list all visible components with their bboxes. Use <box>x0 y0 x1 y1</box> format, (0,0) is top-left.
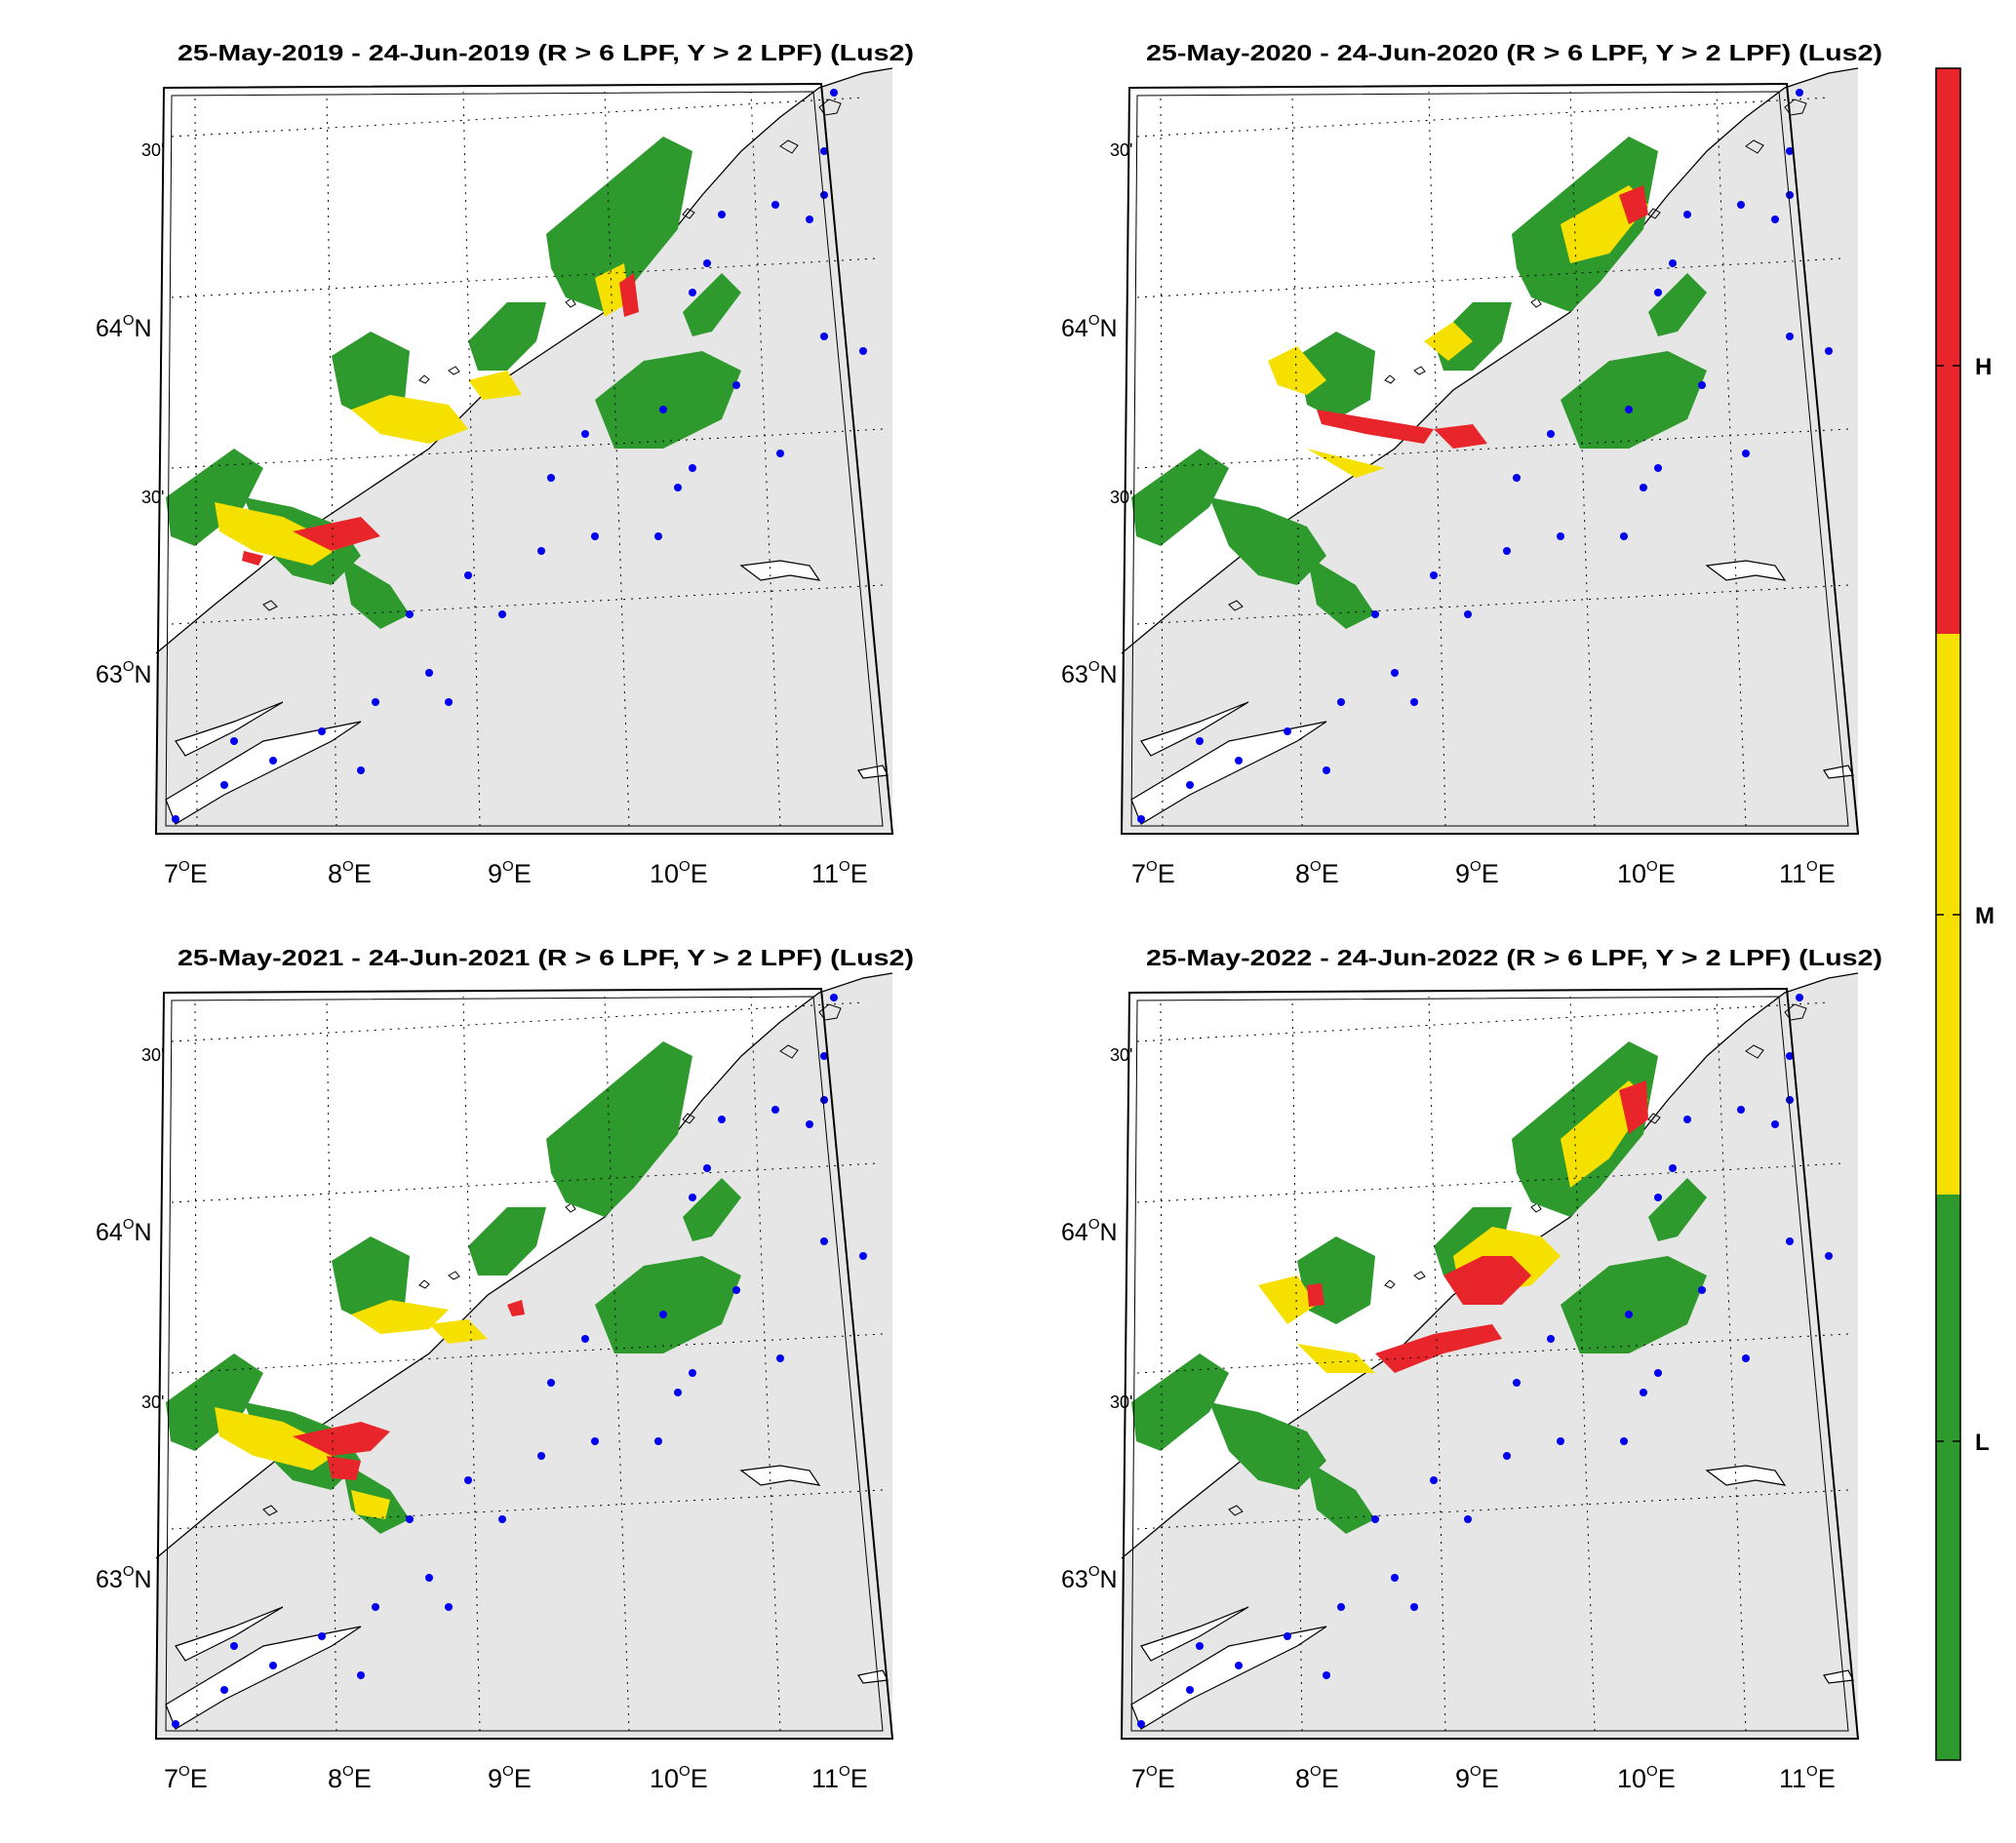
svg-text:64ON: 64ON <box>96 1216 152 1246</box>
svg-text:64ON: 64ON <box>1061 1216 1118 1246</box>
lat-labels-bottom-right: 30' 64ON 30' 63ON <box>1061 1045 1132 1593</box>
map-title-2020: 25-May-2020 - 24-Jun-2020 (R > 6 LPF, Y … <box>1146 40 1882 65</box>
lon-label-10-panel-2: 10OE <box>1617 858 1676 888</box>
lon-label-7-panel-2: 7OE <box>1131 858 1175 888</box>
colorbar-label-low: L <box>1975 1430 1990 1456</box>
map-title-2021: 25-May-2021 - 24-Jun-2021 (R > 6 LPF, Y … <box>178 945 914 970</box>
lon-label-9-panel-3: 9OE <box>488 1763 532 1793</box>
lon-label-10-panel-3: 10OE <box>650 1763 708 1793</box>
lon-label-9-panel-2: 9OE <box>1455 858 1499 888</box>
svg-text:63ON: 63ON <box>96 658 152 688</box>
lon-label-11-panel-1: 11OE <box>811 858 868 888</box>
lon-label-7-panel-4: 7OE <box>1131 1763 1175 1793</box>
colorbar-label-high: H <box>1975 354 1992 380</box>
lon-label-11-panel-2: 11OE <box>1779 858 1836 888</box>
lon-label-9-panel-1: 9OE <box>488 858 532 888</box>
colorbar: H M L <box>1935 67 1995 1761</box>
lon-label-10-panel-4: 10OE <box>1617 1763 1676 1793</box>
svg-text:30': 30' <box>1110 140 1132 160</box>
svg-text:64ON: 64ON <box>96 312 152 342</box>
lon-label-10-panel-1: 10OE <box>650 858 708 888</box>
lon-label-11-panel-3: 11OE <box>811 1763 868 1793</box>
lon-label-7-panel-1: 7OE <box>164 858 208 888</box>
colorbar-label-medium: M <box>1975 903 1995 929</box>
svg-text:63ON: 63ON <box>1061 1563 1118 1593</box>
svg-text:30': 30' <box>141 1392 164 1412</box>
map-panel-2019 <box>155 67 893 835</box>
lon-label-8-panel-3: 8OE <box>328 1763 372 1793</box>
lon-label-9-panel-4: 9OE <box>1455 1763 1499 1793</box>
colorbar-low <box>1936 1195 1960 1760</box>
svg-text:30': 30' <box>141 140 164 160</box>
svg-text:30': 30' <box>1110 1392 1132 1412</box>
map-title-2022: 25-May-2022 - 24-Jun-2022 (R > 6 LPF, Y … <box>1146 945 1882 970</box>
svg-text:30': 30' <box>141 488 164 507</box>
colorbar-high <box>1936 68 1960 634</box>
svg-text:30': 30' <box>1110 1045 1132 1065</box>
svg-text:63ON: 63ON <box>96 1563 152 1593</box>
svg-text:30': 30' <box>141 1045 164 1065</box>
lon-label-8-panel-1: 8OE <box>328 858 372 888</box>
lon-label-11-panel-4: 11OE <box>1779 1763 1836 1793</box>
lat-labels-top-left: 30' 64ON 30' 63ON <box>96 140 164 688</box>
map-title-2019: 25-May-2019 - 24-Jun-2019 (R > 6 LPF, Y … <box>178 40 914 65</box>
lon-labels: 7OE 8OE 9OE 10OE 11OE 7OE 8OE 9OE 10OE 11OE 7OE 8OE… <box>164 858 1836 1793</box>
lat-labels-top-right: 30' 64ON 30' 63ON <box>1061 140 1132 688</box>
lat-labels-bottom-left: 30' 64ON 30' 63ON <box>96 1045 164 1593</box>
svg-text:30': 30' <box>1110 488 1132 507</box>
svg-text:64ON: 64ON <box>1061 312 1118 342</box>
map-panel-2022 <box>1121 972 1859 1740</box>
svg-text:63ON: 63ON <box>1061 658 1118 688</box>
map-panel-2021 <box>155 972 893 1740</box>
lon-label-7-panel-3: 7OE <box>164 1763 208 1793</box>
lon-label-8-panel-4: 8OE <box>1295 1763 1339 1793</box>
lon-label-8-panel-2: 8OE <box>1295 858 1339 888</box>
map-panel-2020 <box>1121 67 1859 835</box>
